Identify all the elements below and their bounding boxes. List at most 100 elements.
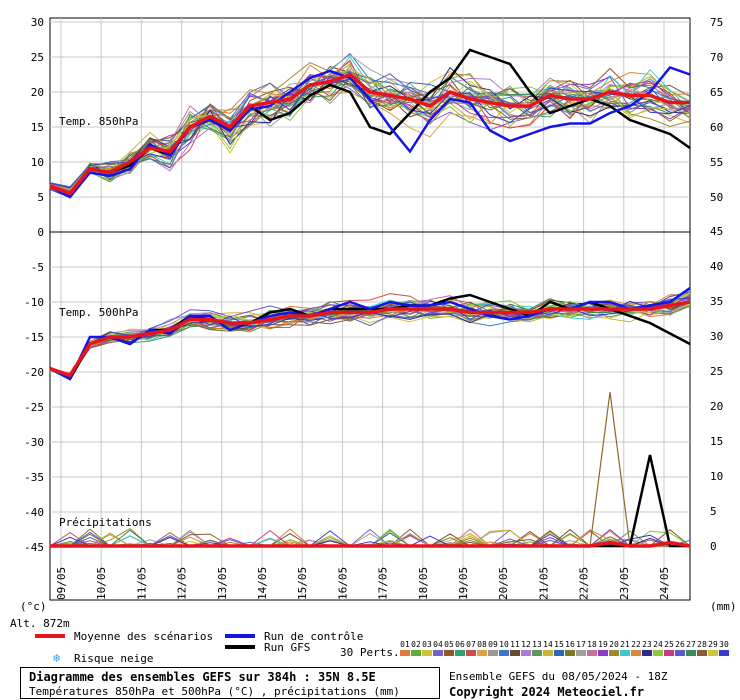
date-tick-label: 19/05 — [457, 567, 470, 600]
pert-legend-swatch — [719, 650, 729, 656]
perturbation-line — [49, 78, 691, 199]
date-tick-label: 20/05 — [497, 567, 510, 600]
right-tick-label: 10 — [710, 470, 723, 483]
pert-legend-label: 13 — [532, 640, 542, 649]
pert-legend-swatch — [697, 650, 707, 656]
pert-legend-label: 01 — [400, 640, 410, 649]
main-series-lines — [49, 48, 691, 548]
left-tick-label: 30 — [31, 16, 44, 29]
date-tick-label: 11/05 — [135, 567, 148, 600]
pert-legend-swatch — [510, 650, 520, 656]
date-tick-label: 17/05 — [377, 567, 390, 600]
pert-legend-label: 21 — [620, 640, 630, 649]
pert-legend-swatch — [422, 650, 432, 656]
pert-legend-swatch — [444, 650, 454, 656]
pert-legend-swatch — [598, 650, 608, 656]
right-tick-label: 45 — [710, 225, 723, 238]
legend-mean-label: Moyenne des scénarios — [74, 630, 214, 643]
pert-legend-label: 14 — [543, 640, 553, 649]
right-tick-label: 35 — [710, 295, 723, 308]
right-tick-label: 70 — [710, 51, 723, 64]
right-tick-label: 5 — [710, 505, 717, 518]
date-tick-label: 22/05 — [578, 567, 591, 600]
pert-legend-swatch — [400, 650, 410, 656]
precip-panel-label: Précipitations — [59, 516, 152, 529]
right-tick-label: 25 — [710, 365, 723, 378]
right-tick-label: 30 — [710, 330, 723, 343]
pert-legend-label: 29 — [708, 640, 718, 649]
altitude-label: Alt. 872m — [10, 617, 70, 630]
pert-legend-label: 10 — [499, 640, 509, 649]
legend-gfs-label: Run GFS — [264, 641, 311, 654]
pert-legend-swatch — [455, 650, 465, 656]
date-tick-label: 21/05 — [537, 567, 550, 600]
legend-control-swatch — [225, 634, 255, 638]
pert-legend-swatch — [675, 650, 685, 656]
left-tick-label: 5 — [37, 191, 44, 204]
date-tick-label: 13/05 — [216, 567, 229, 600]
right-tick-label: 20 — [710, 400, 723, 413]
left-tick-label: -40 — [24, 506, 44, 519]
info-box: Diagramme des ensembles GEFS sur 384h : … — [20, 667, 440, 699]
pert-legend-label: 07 — [466, 640, 476, 649]
pert-legend-swatch — [554, 650, 564, 656]
right-tick-label: 50 — [710, 191, 723, 204]
pert-legend-label: 18 — [587, 640, 597, 649]
pert-legend-label: 24 — [653, 640, 663, 649]
perturbation-line — [49, 69, 691, 193]
pert-legend-swatch — [609, 650, 619, 656]
pert-legend-label: 20 — [609, 640, 619, 649]
pert-legend-label: 15 — [554, 640, 564, 649]
pert-legend-label: 04 — [433, 640, 443, 649]
pert-legend-label: 03 — [422, 640, 432, 649]
mean-line — [49, 300, 691, 378]
date-axis-ticks: 09/05 10/05 11/05 12/05 13/05 14/05 15/05 16/05… — [55, 567, 671, 600]
legend-control-label: Run de contrôle — [264, 630, 364, 643]
left-tick-label: -10 — [24, 296, 44, 309]
pert-legend-label: 28 — [697, 640, 707, 649]
pert-legend-swatch — [488, 650, 498, 656]
perturbation-line — [49, 289, 691, 377]
pert-legend-label: 27 — [686, 640, 696, 649]
pert-legend-swatch — [587, 650, 597, 656]
pert-legend-label: 17 — [576, 640, 586, 649]
date-tick-label: 15/05 — [296, 567, 309, 600]
pert-legend-label: 06 — [455, 640, 465, 649]
date-tick-label: 16/05 — [336, 567, 349, 600]
date-tick-label: 10/05 — [95, 567, 108, 600]
date-tick-label: 14/05 — [256, 567, 269, 600]
legend-mean-swatch — [35, 634, 65, 638]
t500-panel-label: Temp. 500hPa — [59, 306, 138, 319]
right-tick-label: 75 — [710, 16, 723, 29]
left-tick-label: 0 — [37, 226, 44, 239]
pert-legend-label: 12 — [521, 640, 531, 649]
right-tick-label: 15 — [710, 435, 723, 448]
left-tick-label: -30 — [24, 436, 44, 449]
date-tick-label: 12/05 — [176, 567, 189, 600]
pert-legend-label: 26 — [675, 640, 685, 649]
info-subtitle: Températures 850hPa et 500hPa (°C) , pré… — [29, 685, 400, 698]
pert-legend-swatch — [631, 650, 641, 656]
right-tick-label: 65 — [710, 86, 723, 99]
pert-legend-swatch — [653, 650, 663, 656]
pert-legend-label: 22 — [631, 640, 641, 649]
pert-legend-swatch — [433, 650, 443, 656]
snowflake-icon: ❄ — [53, 651, 61, 665]
pert-legend-swatch — [565, 650, 575, 656]
left-tick-label: -35 — [24, 471, 44, 484]
pert-legend-swatch — [620, 650, 630, 656]
mean-precip-line — [50, 540, 691, 548]
pert-legend-swatch — [576, 650, 586, 656]
pert-legend-label: 11 — [510, 640, 520, 649]
left-tick-label: 10 — [31, 156, 44, 169]
left-tick-label: 15 — [31, 121, 44, 134]
pert-legend-swatch — [686, 650, 696, 656]
left-tick-label: -45 — [24, 541, 44, 554]
left-tick-label: 20 — [31, 86, 44, 99]
left-axis-ticks: 30 25 20 15 10 5 0 -5 -10 -15 -20 -25 -30 -35 -40 -45 — [24, 16, 44, 554]
perturbation-line — [49, 78, 691, 196]
t850-panel-label: Temp. 850hPa — [59, 115, 138, 128]
left-tick-label: 25 — [31, 51, 44, 64]
right-tick-label: 40 — [710, 260, 723, 273]
